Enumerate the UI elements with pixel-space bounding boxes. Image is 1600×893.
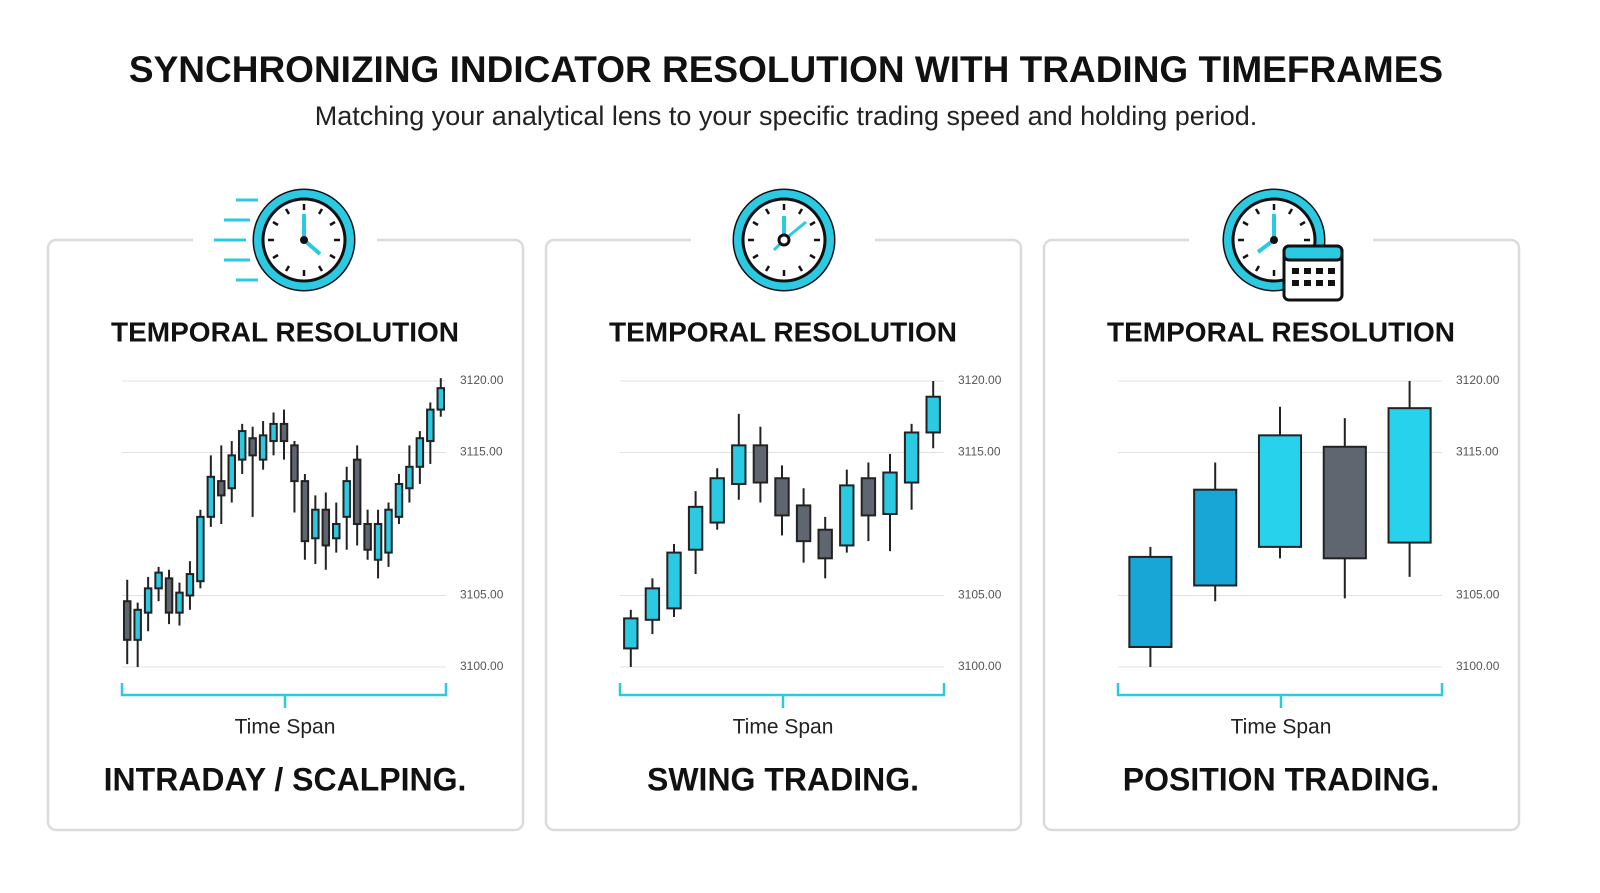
candle-body [143, 587, 153, 614]
y-tick-label: 3115.00 [1456, 445, 1499, 459]
candle-body [1193, 488, 1238, 587]
candle-body [709, 477, 725, 524]
candle-body [1322, 445, 1367, 560]
icons [214, 190, 1344, 302]
candle-body [925, 395, 941, 434]
y-tick-label: 3100.00 [958, 659, 1002, 673]
candle-body [817, 528, 833, 560]
candle-body [839, 484, 855, 547]
panel-caption: POSITION TRADING. [1123, 761, 1439, 797]
candle-body [279, 422, 289, 443]
candle-body [185, 573, 195, 597]
clock-icon [254, 190, 354, 290]
candle-body [175, 591, 184, 614]
y-tick-label: 3100.00 [1456, 659, 1500, 673]
candle-body [623, 617, 639, 650]
x-axis-label: Time Span [1231, 716, 1332, 739]
candle-body [903, 431, 920, 484]
panel-title: TEMPORAL RESOLUTION [1107, 316, 1455, 347]
candle-body [731, 444, 747, 485]
calendar-icon [1282, 244, 1344, 302]
y-tick-label: 3120.00 [460, 373, 504, 387]
speed-lines [214, 198, 258, 282]
x-axis-label: Time Span [235, 716, 336, 739]
y-tick-label: 3120.00 [958, 373, 1002, 387]
candle-body [206, 475, 216, 518]
candle-body [290, 444, 299, 483]
y-tick-label: 3115.00 [958, 445, 1001, 459]
x-axis-label: Time Span [733, 716, 834, 739]
candle-body [321, 508, 331, 547]
y-tick-label: 3115.00 [460, 445, 503, 459]
candle-body [644, 587, 661, 621]
candle-body [666, 551, 682, 610]
candle-body [164, 577, 174, 614]
candle-body [1387, 407, 1432, 544]
candle-body [196, 515, 205, 583]
clock-icon [1224, 190, 1324, 290]
candle-body [860, 477, 877, 517]
candle-body [415, 437, 425, 468]
candle-body [882, 471, 898, 515]
candle-body [405, 465, 414, 490]
y-tick-label: 3105.00 [958, 588, 1002, 602]
candle-body [687, 505, 704, 551]
clock-icon [734, 190, 834, 290]
time-span-bracket [618, 683, 946, 708]
time-span-bracket [120, 683, 448, 708]
candle-body [133, 608, 142, 641]
page-title: SYNCHRONIZING INDICATOR RESOLUTION WITH … [129, 49, 1443, 90]
candle-body [373, 523, 383, 561]
candle-body [248, 437, 257, 457]
candle-body [1128, 555, 1173, 648]
candle-body [436, 387, 446, 411]
candle-body [363, 523, 372, 551]
panel-title: TEMPORAL RESOLUTION [609, 316, 957, 347]
candle-body [394, 482, 404, 518]
panel-caption: SWING TRADING. [647, 761, 919, 797]
candle-body [122, 600, 132, 641]
candle-body [311, 508, 320, 540]
candle-body [237, 430, 247, 461]
candle-body [426, 408, 435, 443]
y-tick-label: 3100.00 [460, 659, 504, 673]
candle-body [258, 434, 268, 461]
candle-body [352, 458, 362, 525]
panel-caption: INTRADAY / SCALPING. [104, 761, 467, 797]
candle-body [774, 477, 790, 517]
candle-body [300, 480, 310, 543]
panels: TEMPORAL RESOLUTION 3100.00 3105.00 3115.00… [46, 236, 1521, 832]
y-tick-label: 3105.00 [1456, 588, 1500, 602]
candle-body [795, 504, 812, 543]
page-subtitle: Matching your analytical lens to your sp… [315, 101, 1258, 131]
candle-body [332, 523, 341, 540]
panel-title: TEMPORAL RESOLUTION [111, 316, 459, 347]
candle-body [269, 422, 278, 443]
candle-body [227, 454, 236, 490]
y-tick-label: 3105.00 [460, 588, 504, 602]
candle-body [1257, 434, 1303, 548]
candle-body [752, 444, 769, 484]
candle-body [217, 480, 226, 497]
candle-body [154, 571, 163, 590]
time-span-bracket [1116, 683, 1444, 708]
candle-body [342, 480, 351, 518]
y-tick-label: 3120.00 [1456, 373, 1500, 387]
candle-body [384, 508, 393, 554]
